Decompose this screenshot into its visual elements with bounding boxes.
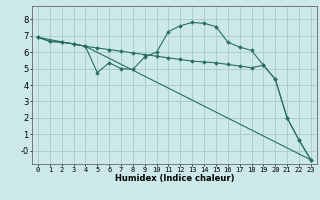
X-axis label: Humidex (Indice chaleur): Humidex (Indice chaleur) (115, 174, 234, 183)
